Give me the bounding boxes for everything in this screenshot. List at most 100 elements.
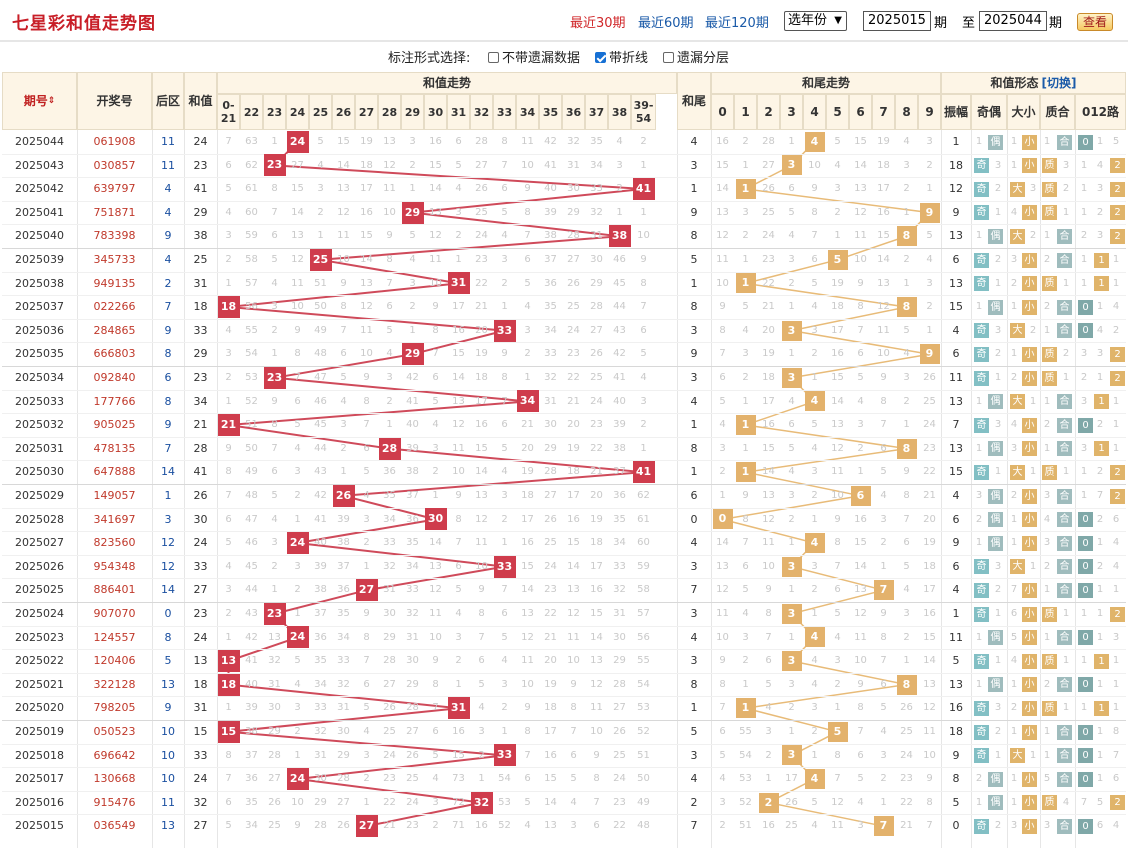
sum-omission-cell: 61 (637, 513, 650, 525)
sum-omission-cell: 1 (294, 513, 301, 525)
sum-omission-cell: 16 (360, 206, 373, 218)
sum-omission-cell: 30 (613, 631, 626, 643)
checkbox-icon[interactable] (488, 52, 499, 63)
form-omission-cell: 1 (1112, 678, 1120, 690)
sum-omission-cell: 10 (429, 277, 442, 289)
sum-omission-cell: 38 (613, 442, 626, 454)
sum-omission-cell: 38 (544, 230, 557, 242)
option-no-omission[interactable]: 不带遗漏数据 (488, 47, 580, 66)
tail-omission-cell: 11 (716, 254, 729, 265)
nav-recent-30[interactable]: 最近30期 (570, 16, 626, 31)
tail-ball: 3 (781, 556, 802, 577)
nav-recent-60[interactable]: 最近60期 (638, 16, 694, 31)
tail-ball: 3 (781, 320, 802, 341)
sum-ball: 28 (378, 437, 401, 460)
checkbox-checked-icon[interactable] (595, 52, 606, 63)
period-cell: 2025022 (15, 654, 64, 668)
sum-omission-cell: 31 (567, 159, 580, 171)
form-omission-cell: 2 (1112, 324, 1120, 336)
tail-omission-cell: 14 (923, 655, 936, 667)
tail-col-header: 3 (780, 94, 803, 130)
sum-omission-cell: 4 (225, 206, 232, 218)
sum-omission-cell: 30 (268, 702, 281, 714)
tail-omission-cell: 2 (811, 490, 818, 501)
option-label: 不带遗漏数据 (502, 51, 581, 66)
sum-omission-cell: 50 (245, 442, 258, 454)
form-omission-cell: 1 (1029, 749, 1037, 761)
tail-omission-cell: 15 (831, 372, 844, 383)
tail-ball: 9 (919, 344, 940, 365)
sum-omission-cell: 2 (409, 301, 416, 313)
form-omission-cell: 2 (1080, 372, 1088, 383)
option-omission-layer[interactable]: 遗漏分层 (663, 47, 729, 66)
nav-recent-120[interactable]: 最近120期 (705, 16, 769, 31)
sum-omission-cell: 32 (268, 655, 281, 667)
tail-omission-cell: 15 (877, 230, 890, 242)
sum-omission-cell: 29 (406, 678, 419, 690)
sum-omission-cell: 13 (429, 560, 442, 572)
query-button[interactable]: 查看 (1077, 13, 1113, 31)
sort-icon[interactable]: ⇕ (47, 95, 56, 106)
sum-omission-cell: 57 (637, 608, 650, 619)
sum-omission-cell: 36 (314, 631, 327, 643)
odd-even-tag: 奇 (974, 464, 989, 480)
sum-ball: 33 (493, 744, 516, 767)
period-cell: 2025040 (15, 229, 64, 243)
amplitude-cell: 16 (949, 701, 963, 715)
back-zone-cell: 7 (164, 441, 172, 455)
tail-ball: 3 (781, 155, 802, 176)
period-cell: 2025021 (15, 677, 64, 691)
form-omission-cell: 3 (1010, 442, 1018, 454)
sum-omission-cell: 3 (455, 631, 462, 643)
sum-omission-cell: 28 (268, 749, 281, 761)
chevron-down-icon: ▼ (834, 15, 842, 26)
sum-omission-cell: 22 (383, 796, 396, 808)
sum-omission-cell: 29 (314, 796, 327, 808)
sum-omission-cell: 8 (386, 254, 393, 265)
sum-omission-cell: 12 (590, 678, 603, 690)
form-omission-cell: 1 (1029, 466, 1037, 478)
sum-omission-cell: 15 (475, 442, 488, 454)
form-omission-cell: 4 (1096, 159, 1104, 171)
year-select[interactable]: 选年份 ▼ (784, 11, 847, 31)
sum-value-cell: 33 (193, 323, 208, 337)
form-omission-cell: 1 (1080, 466, 1088, 478)
route-tag: 0 (1078, 748, 1093, 764)
big-small-tag: 小 (1022, 417, 1037, 433)
sum-omission-cell: 8 (432, 678, 439, 690)
form-omission-cell: 1 (1080, 183, 1088, 195)
option-with-lines[interactable]: 带折线 (595, 47, 648, 66)
sum-omission-cell: 1 (225, 702, 232, 714)
sum-omission-cell: 1 (640, 159, 647, 171)
sum-omission-cell: 2 (225, 608, 232, 619)
to-period-input[interactable]: 2025044 (979, 11, 1047, 31)
tail-ball: 4 (804, 131, 825, 152)
draw-number-cell: 954348 (93, 559, 136, 573)
from-period-input[interactable]: 2025015 (863, 11, 931, 31)
switch-link[interactable]: [切换] (1041, 75, 1077, 90)
prime-composite-header: 质合 (1040, 94, 1075, 130)
tail-omission-cell: 15 (762, 442, 775, 454)
tail-omission-cell: 1 (788, 537, 795, 549)
form-omission-cell: 1 (994, 655, 1002, 667)
prime-composite-tag: 合 (1057, 441, 1072, 457)
sum-col-header: 27 (355, 94, 378, 130)
sum-value-cell: 38 (193, 229, 208, 243)
sum-omission-cell: 18 (521, 490, 534, 501)
back-zone-cell: 13 (161, 819, 175, 833)
tail-omission-cell: 8 (742, 513, 749, 525)
tail-omission-cell: 1 (719, 490, 726, 501)
sum-omission-cell: 10 (291, 301, 304, 313)
tail-omission-cell: 3 (857, 820, 864, 832)
amplitude-cell: 6 (952, 559, 960, 573)
sum-omission-cell: 44 (613, 301, 626, 313)
checkbox-icon[interactable] (663, 52, 674, 63)
sum-omission-cell: 7 (570, 726, 577, 737)
form-omission-cell: 2 (1010, 277, 1018, 289)
back-zone-cell: 0 (164, 607, 172, 620)
prime-composite-tag: 合 (1057, 535, 1072, 551)
draw-number-cell: 751871 (93, 205, 136, 219)
form-omission-cell: 4 (1096, 324, 1104, 336)
sum-omission-cell: 48 (245, 490, 258, 501)
route-tag: 1 (1094, 700, 1109, 716)
